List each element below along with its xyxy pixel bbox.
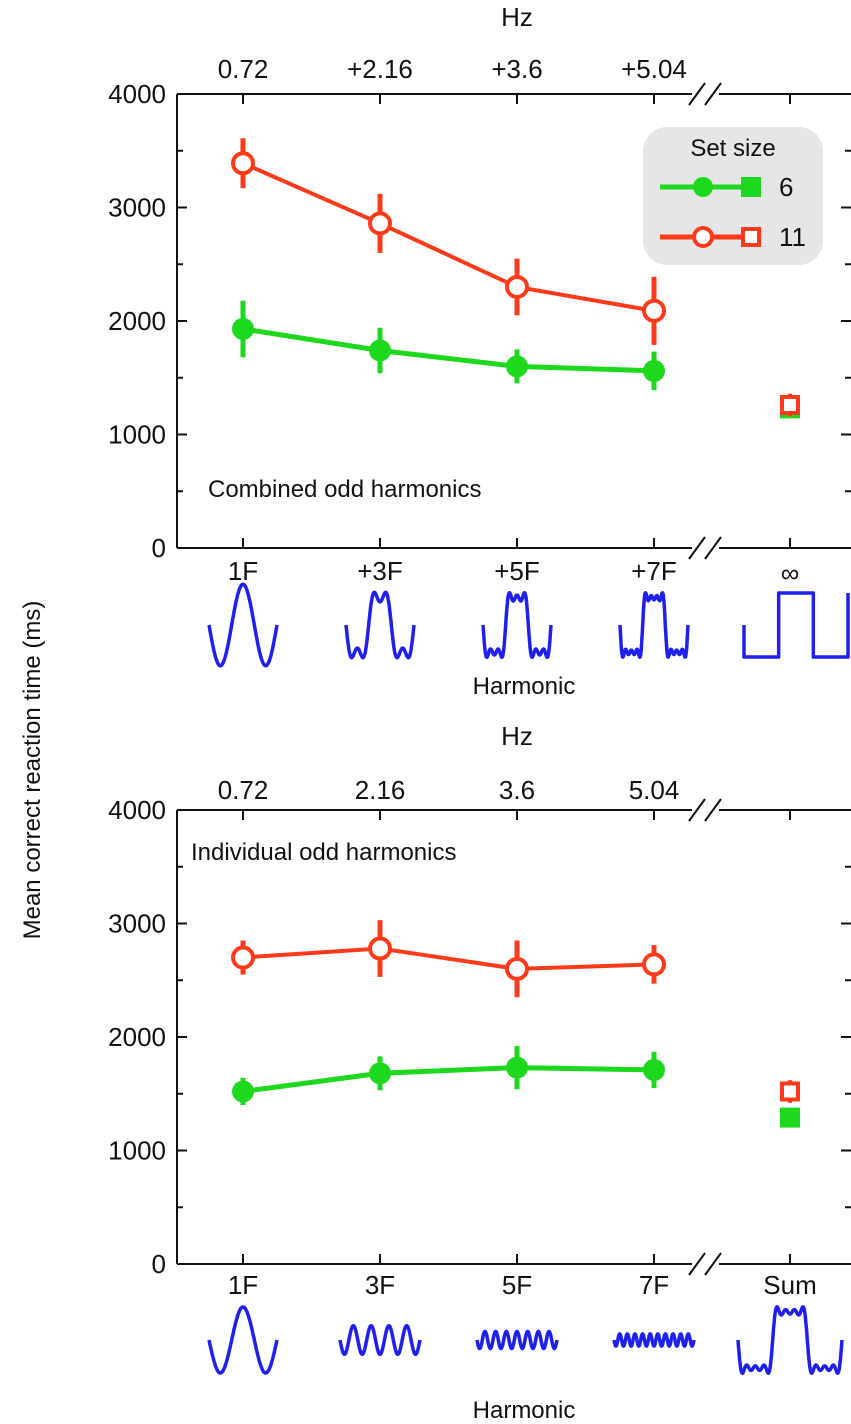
data-point-6 — [643, 359, 665, 382]
data-point-11 — [505, 274, 529, 299]
x-tick-label: 5F — [502, 1270, 532, 1300]
panel-individual: 0 1000 2000 3000 4000 Hz 0.72 2.16 3.6 5.04 1F 3F 5F… — [108, 721, 851, 1424]
series-line-6 — [242, 326, 655, 374]
panel-annotation: Combined odd harmonics — [208, 476, 481, 503]
y-tick-label: 2000 — [108, 306, 166, 336]
top-tick-label: +5.04 — [621, 54, 687, 84]
legend-label-11: 11 — [779, 222, 806, 252]
legend-marker-11-square — [741, 227, 761, 247]
data-point-11 — [368, 211, 392, 236]
x-tick-label-extra: ∞ — [781, 558, 800, 588]
axis-break-mark-bottom-a — [688, 1252, 706, 1276]
x-tick-label: 3F — [365, 1270, 395, 1300]
waveform-icons — [207, 1305, 844, 1375]
data-point-11 — [642, 952, 666, 977]
y-tick-label: 3000 — [108, 909, 166, 939]
waveform-icon-1 — [207, 582, 279, 668]
y-tick-label: 1000 — [108, 1136, 166, 1166]
series-11 — [231, 138, 800, 417]
waveform-icon-4 — [618, 591, 690, 659]
data-point-6 — [369, 339, 391, 362]
waveform-icon-extra — [742, 591, 850, 659]
top-axis-title: Hz — [501, 721, 533, 751]
data-point-extra-11 — [780, 1081, 800, 1102]
data-point-6 — [643, 1058, 665, 1081]
top-tick-label: 5.04 — [629, 775, 680, 805]
legend-box — [643, 127, 823, 265]
axis-break-mark-top-b — [704, 82, 722, 106]
data-point-6 — [232, 317, 254, 340]
panel-combined: 0 1000 2000 3000 4000 Hz 0.72 +2.16 +3.6 +5.04 1F +… — [108, 2, 851, 700]
x-tick-label: +5F — [494, 556, 540, 586]
waveform-icon-extra — [736, 1305, 844, 1375]
series-11 — [231, 920, 800, 1103]
x-tick-label: +7F — [631, 556, 677, 586]
axis-break-mark-top-a — [688, 798, 706, 822]
data-point-6 — [232, 1080, 254, 1103]
panel-annotation: Individual odd harmonics — [191, 839, 457, 866]
y-tick-label: 1000 — [108, 420, 166, 450]
series-6 — [232, 1046, 800, 1128]
y-axis-title: Mean correct reaction time (ms) — [19, 601, 46, 940]
series-line-11 — [242, 161, 655, 313]
waveform-icon-2 — [338, 1323, 422, 1357]
y-tick-label: 3000 — [108, 193, 166, 223]
data-point-11 — [368, 936, 392, 961]
axis-break-mark-bottom-b — [704, 1252, 722, 1276]
top-tick-label: +2.16 — [347, 54, 413, 84]
series-line-6 — [242, 1065, 655, 1094]
waveform-icon-1 — [207, 1305, 279, 1375]
data-point-6 — [506, 355, 528, 378]
data-point-extra-11 — [780, 394, 800, 415]
legend-marker-6-square — [741, 177, 761, 197]
waveform-icon-4 — [612, 1332, 696, 1348]
axis-break-mark-top-b — [704, 798, 722, 822]
x-tick-label-extra: Sum — [763, 1270, 816, 1300]
data-point-extra-6 — [780, 1107, 800, 1128]
x-tick-label: +3F — [357, 556, 403, 586]
y-tick-label: 0 — [152, 1249, 166, 1279]
axis-break-mark-top-a — [688, 82, 706, 106]
x-tick-label: 7F — [639, 1270, 669, 1300]
data-point-11 — [642, 298, 666, 323]
legend-label-6: 6 — [779, 172, 793, 202]
data-point-6 — [506, 1056, 528, 1079]
data-point-11 — [231, 945, 255, 970]
top-tick-label: 0.72 — [218, 54, 269, 84]
y-tick-label: 2000 — [108, 1022, 166, 1052]
x-tick-label: 1F — [228, 1270, 258, 1300]
axis-break-mark-bottom-a — [688, 536, 706, 560]
data-point-11 — [231, 151, 255, 176]
waveform-icons — [207, 582, 850, 668]
data-point-11 — [505, 956, 529, 981]
data-point-6 — [369, 1062, 391, 1085]
top-tick-label: +3.6 — [491, 54, 542, 84]
legend-marker-6-circle — [693, 177, 713, 197]
series-6 — [232, 300, 800, 419]
legend-title: Set size — [690, 135, 775, 162]
x-tick-label: 1F — [228, 556, 258, 586]
top-axis-title: Hz — [501, 2, 533, 32]
series-line-11 — [242, 946, 655, 971]
x-axis-title: Harmonic — [473, 1397, 576, 1424]
y-tick-label: 4000 — [108, 79, 166, 109]
top-tick-label: 0.72 — [218, 775, 269, 805]
top-tick-label: 2.16 — [355, 775, 406, 805]
y-tick-label: 0 — [152, 533, 166, 563]
waveform-icon-3 — [475, 1329, 559, 1351]
axis-break-mark-bottom-b — [704, 536, 722, 560]
legend: Set size 6 11 — [643, 127, 823, 265]
waveform-icon-2 — [344, 590, 416, 660]
waveform-icon-3 — [481, 590, 553, 660]
x-axis-title: Harmonic — [473, 673, 576, 700]
legend-marker-11-circle — [692, 226, 714, 248]
top-tick-label: 3.6 — [499, 775, 535, 805]
y-tick-label: 4000 — [108, 795, 166, 825]
